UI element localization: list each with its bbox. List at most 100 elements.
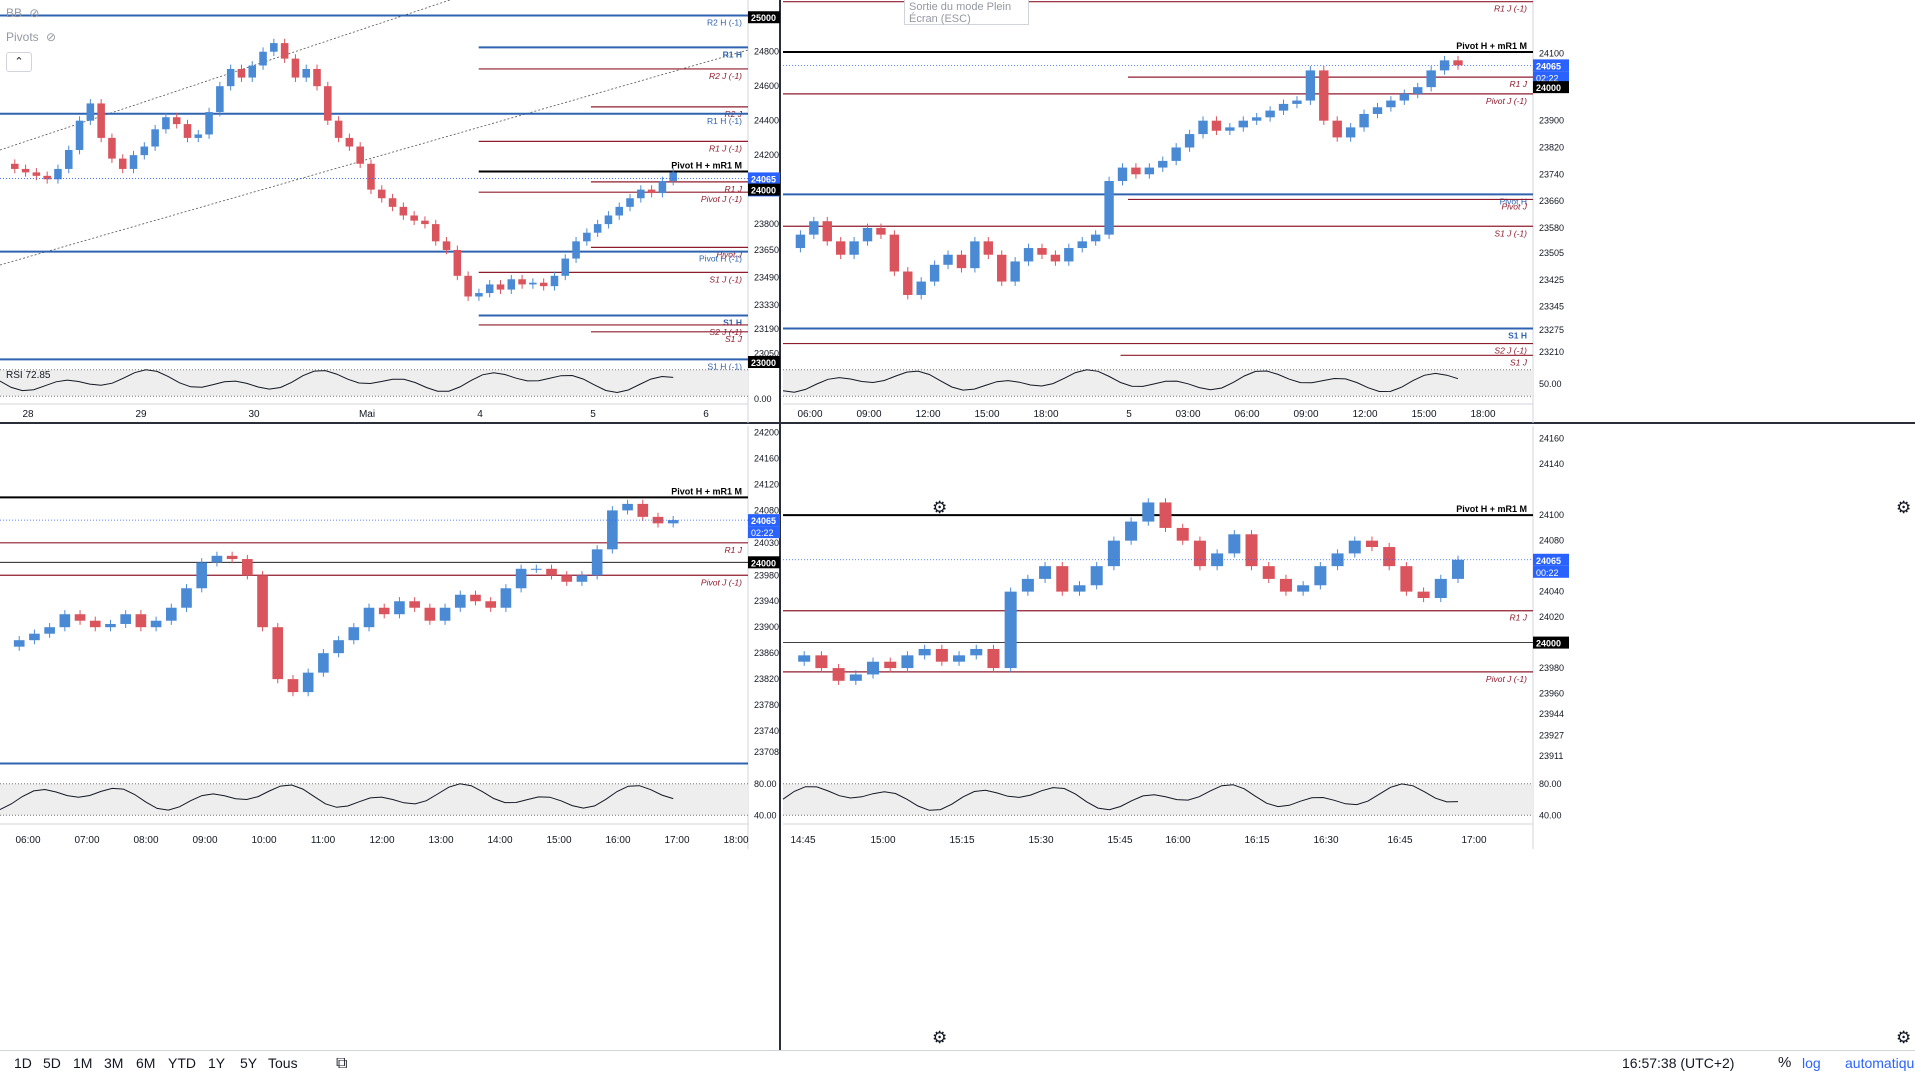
eye-off-icon[interactable]: ⊘ <box>46 30 57 44</box>
time-tick-label: 17:00 <box>664 835 689 846</box>
candle-body <box>1004 591 1017 669</box>
candle-body <box>1297 585 1310 592</box>
gear-icon[interactable]: ⚙ <box>932 1028 948 1047</box>
pivot-level-label: R1 J <box>1510 79 1528 89</box>
level-tag-bg <box>1533 81 1569 94</box>
legend-bb[interactable]: BB ⊘ <box>6 6 40 20</box>
candle-body <box>1077 241 1087 249</box>
last-price-tag: 24065 <box>751 174 776 184</box>
collapse-legend-button[interactable]: ⌃ <box>6 52 32 72</box>
candle-body <box>86 103 95 121</box>
time-tick-label: 15:15 <box>949 835 974 846</box>
pivot-level-label: Pivot J <box>716 249 742 259</box>
time-tick-label: 07:00 <box>74 835 99 846</box>
candle-body <box>647 189 656 194</box>
level-tag: 24000 <box>1536 639 1561 649</box>
candle-body <box>59 614 71 628</box>
time-tick-label: 5 <box>590 409 596 420</box>
candle-body <box>1279 578 1292 592</box>
gear-icon[interactable]: ⚙ <box>1896 1028 1912 1047</box>
eye-off-icon[interactable]: ⊘ <box>29 6 40 20</box>
timeframe-tous[interactable]: Tous <box>268 1055 298 1071</box>
candle-body <box>29 633 40 641</box>
timeframe-3m[interactable]: 3M <box>104 1055 124 1071</box>
fullscreen-tooltip: Sortie du mode Plein Écran (ESC) <box>904 0 1029 25</box>
candle-body <box>1348 540 1361 554</box>
rsi-axis-label: 40.00 <box>1539 810 1562 820</box>
candle-body <box>1225 127 1235 131</box>
level-tag-bg <box>748 183 780 196</box>
calendar-range-icon[interactable]: ⧉ <box>336 1055 348 1072</box>
price-tick-label: 23490 <box>754 273 779 283</box>
level-tag: 25000 <box>751 13 776 23</box>
legend-pivots[interactable]: Pivots ⊘ <box>6 30 57 44</box>
candle-body <box>345 137 354 147</box>
candle-body <box>798 655 811 662</box>
candle-body <box>318 653 329 673</box>
candle-body <box>1144 167 1155 175</box>
candle-body <box>1125 521 1138 541</box>
timeframe-6m[interactable]: 6M <box>136 1055 156 1071</box>
time-tick-label: 18:00 <box>1033 409 1058 420</box>
candle-body <box>291 58 300 78</box>
candle-body <box>862 227 873 242</box>
time-tick-label: 16:00 <box>605 835 630 846</box>
time-tick-label: 06:00 <box>1234 409 1259 420</box>
candle-body <box>903 271 913 295</box>
tooltip-line2: Écran (ESC) <box>909 13 971 25</box>
timeframe-1d[interactable]: 1D <box>14 1055 32 1071</box>
gear-icon[interactable]: ⚙ <box>932 498 948 517</box>
rsi-axis-label: 80.00 <box>754 779 777 789</box>
candle-body <box>539 282 548 287</box>
candle-body <box>622 503 633 511</box>
candle-body <box>248 65 257 78</box>
timeframe-1y[interactable]: 1Y <box>208 1055 226 1071</box>
candle-body <box>500 588 512 608</box>
candle-body <box>1278 103 1289 111</box>
timeframe-5d[interactable]: 5D <box>43 1055 61 1071</box>
time-tick-label: 16:15 <box>1244 835 1269 846</box>
price-tick-label: 23980 <box>754 570 779 580</box>
candle-body <box>1453 60 1463 66</box>
timeframe-5y[interactable]: 5Y <box>240 1055 258 1071</box>
time-tick-label: 15:45 <box>1107 835 1132 846</box>
price-tick-label: 23050 <box>754 348 779 358</box>
gear-icon[interactable]: ⚙ <box>1896 498 1912 517</box>
time-tick-label: 09:00 <box>1293 409 1318 420</box>
candle-body <box>1090 234 1101 242</box>
candle-body <box>956 254 967 269</box>
level-tag: 23000 <box>751 358 776 368</box>
price-tick-label: 23960 <box>1539 689 1564 699</box>
price-tick-label: 23580 <box>1539 223 1564 233</box>
percent-toggle[interactable]: % <box>1778 1054 1792 1071</box>
candle-body <box>1439 60 1450 71</box>
price-tick-label: 24080 <box>754 505 779 515</box>
pivot-level-label: R1 J <box>725 545 743 555</box>
candle-body <box>464 275 472 297</box>
timeframe-1m[interactable]: 1M <box>73 1055 93 1071</box>
pivot-level-label: R1 H <box>723 49 742 59</box>
auto-scale-toggle[interactable]: automatique <box>1845 1055 1915 1071</box>
candle-body <box>453 249 462 276</box>
candle-body <box>1050 254 1061 262</box>
candle-body <box>118 158 127 169</box>
candle-body <box>1265 110 1275 118</box>
candle-body <box>1345 127 1356 138</box>
time-tick-label: 06:00 <box>797 409 822 420</box>
candle-body <box>1142 502 1155 522</box>
candle-body <box>1176 527 1189 541</box>
pivot-level-label: Pivot J (-1) <box>1486 96 1527 106</box>
candle-body <box>150 620 162 628</box>
rsi-line <box>0 783 674 811</box>
price-tick-label: 23708 <box>754 747 779 757</box>
candle-body <box>935 648 948 662</box>
log-toggle[interactable]: log <box>1802 1055 1821 1071</box>
candle-body <box>1107 540 1120 567</box>
timeframe-ytd[interactable]: YTD <box>168 1055 196 1071</box>
candle-body <box>607 510 618 550</box>
last-price-tag-bg <box>1533 59 1569 72</box>
candle-body <box>135 614 147 628</box>
pivot-level-label: Pivot H + mR1 M <box>671 161 742 171</box>
candle-body <box>970 648 983 656</box>
candle-body <box>795 234 806 249</box>
